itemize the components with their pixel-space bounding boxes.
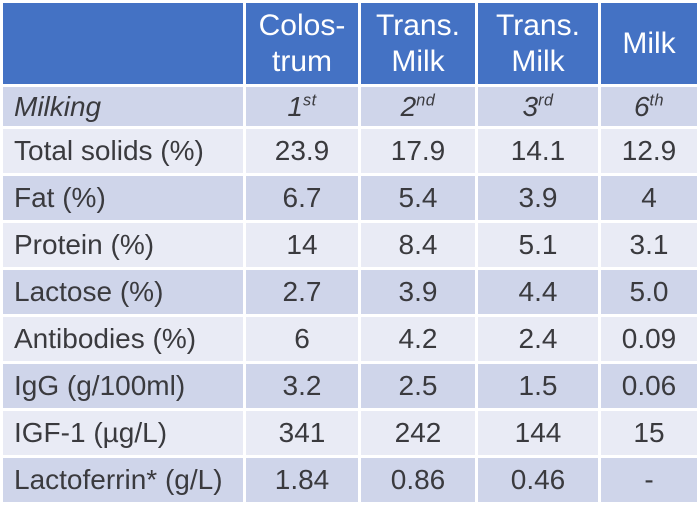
row-label: Fat (%): [3, 176, 243, 220]
value-cell: 144: [478, 411, 598, 455]
table-row-lactose: Lactose (%) 2.7 3.9 4.4 5.0: [3, 270, 697, 314]
value-cell: 242: [361, 411, 475, 455]
ordinal-number: 3: [522, 90, 539, 122]
header-transition-milk-1: Trans. Milk: [361, 3, 475, 84]
ordinal-suffix: rd: [538, 91, 554, 110]
value-cell: 1.84: [246, 458, 358, 502]
table-row-total-solids: Total solids (%) 23.9 17.9 14.1 12.9: [3, 129, 697, 173]
header-colostrum: Colos-trum: [246, 3, 358, 84]
value-cell: 0.06: [601, 364, 697, 408]
value-cell: 2.4: [478, 317, 598, 361]
value-cell: 12.9: [601, 129, 697, 173]
row-label: IgG (g/100ml): [3, 364, 243, 408]
row-label: Lactose (%): [3, 270, 243, 314]
header-row: Colos-trum Trans. Milk Trans. Milk Milk: [3, 3, 697, 84]
milking-cell: 2nd: [361, 87, 475, 126]
value-cell: 4: [601, 176, 697, 220]
milking-cell: 3rd: [478, 87, 598, 126]
value-cell: 6.7: [246, 176, 358, 220]
value-cell: 0.09: [601, 317, 697, 361]
ordinal-number: 6: [633, 90, 650, 122]
value-cell: 4.4: [478, 270, 598, 314]
value-cell: 17.9: [361, 129, 475, 173]
header-transition-milk-2: Trans. Milk: [478, 3, 598, 84]
value-cell: 341: [246, 411, 358, 455]
value-cell: 4.2: [361, 317, 475, 361]
milking-cell: 6th: [601, 87, 697, 126]
value-cell: 3.9: [361, 270, 475, 314]
value-cell: 2.5: [361, 364, 475, 408]
table-row-igf1: IGF-1 (µg/L) 341 242 144 15: [3, 411, 697, 455]
value-cell: 23.9: [246, 129, 358, 173]
value-cell: 2.7: [246, 270, 358, 314]
value-cell: 3.1: [601, 223, 697, 267]
ordinal-suffix: th: [649, 91, 665, 110]
header-empty-cell: [3, 3, 243, 84]
ordinal-suffix: nd: [416, 91, 436, 110]
value-cell: 0.46: [478, 458, 598, 502]
table-row-protein: Protein (%) 14 8.4 5.1 3.1: [3, 223, 697, 267]
table-row-fat: Fat (%) 6.7 5.4 3.9 4: [3, 176, 697, 220]
row-label: Total solids (%): [3, 129, 243, 173]
row-label: Lactoferrin* (g/L): [3, 458, 243, 502]
value-cell: -: [601, 458, 697, 502]
value-cell: 5.1: [478, 223, 598, 267]
ordinal-number: 1: [287, 90, 303, 122]
value-cell: 3.9: [478, 176, 598, 220]
table-row-lactoferrin: Lactoferrin* (g/L) 1.84 0.86 0.46 -: [3, 458, 697, 502]
ordinal-suffix: st: [302, 91, 317, 110]
milking-row: Milking 1st 2nd 3rd 6th: [3, 87, 697, 126]
value-cell: 5.0: [601, 270, 697, 314]
value-cell: 3.2: [246, 364, 358, 408]
row-label: IGF-1 (µg/L): [3, 411, 243, 455]
value-cell: 6: [246, 317, 358, 361]
value-cell: 14: [246, 223, 358, 267]
ordinal-number: 2: [400, 90, 417, 122]
value-cell: 1.5: [478, 364, 598, 408]
row-label-milking: Milking: [3, 87, 243, 126]
row-label: Antibodies (%): [3, 317, 243, 361]
value-cell: 5.4: [361, 176, 475, 220]
milking-cell: 1st: [246, 87, 358, 126]
row-label: Protein (%): [3, 223, 243, 267]
header-milk: Milk: [601, 3, 697, 84]
table-row-antibodies: Antibodies (%) 6 4.2 2.4 0.09: [3, 317, 697, 361]
value-cell: 8.4: [361, 223, 475, 267]
value-cell: 14.1: [478, 129, 598, 173]
value-cell: 15: [601, 411, 697, 455]
table-row-igg: IgG (g/100ml) 3.2 2.5 1.5 0.06: [3, 364, 697, 408]
value-cell: 0.86: [361, 458, 475, 502]
